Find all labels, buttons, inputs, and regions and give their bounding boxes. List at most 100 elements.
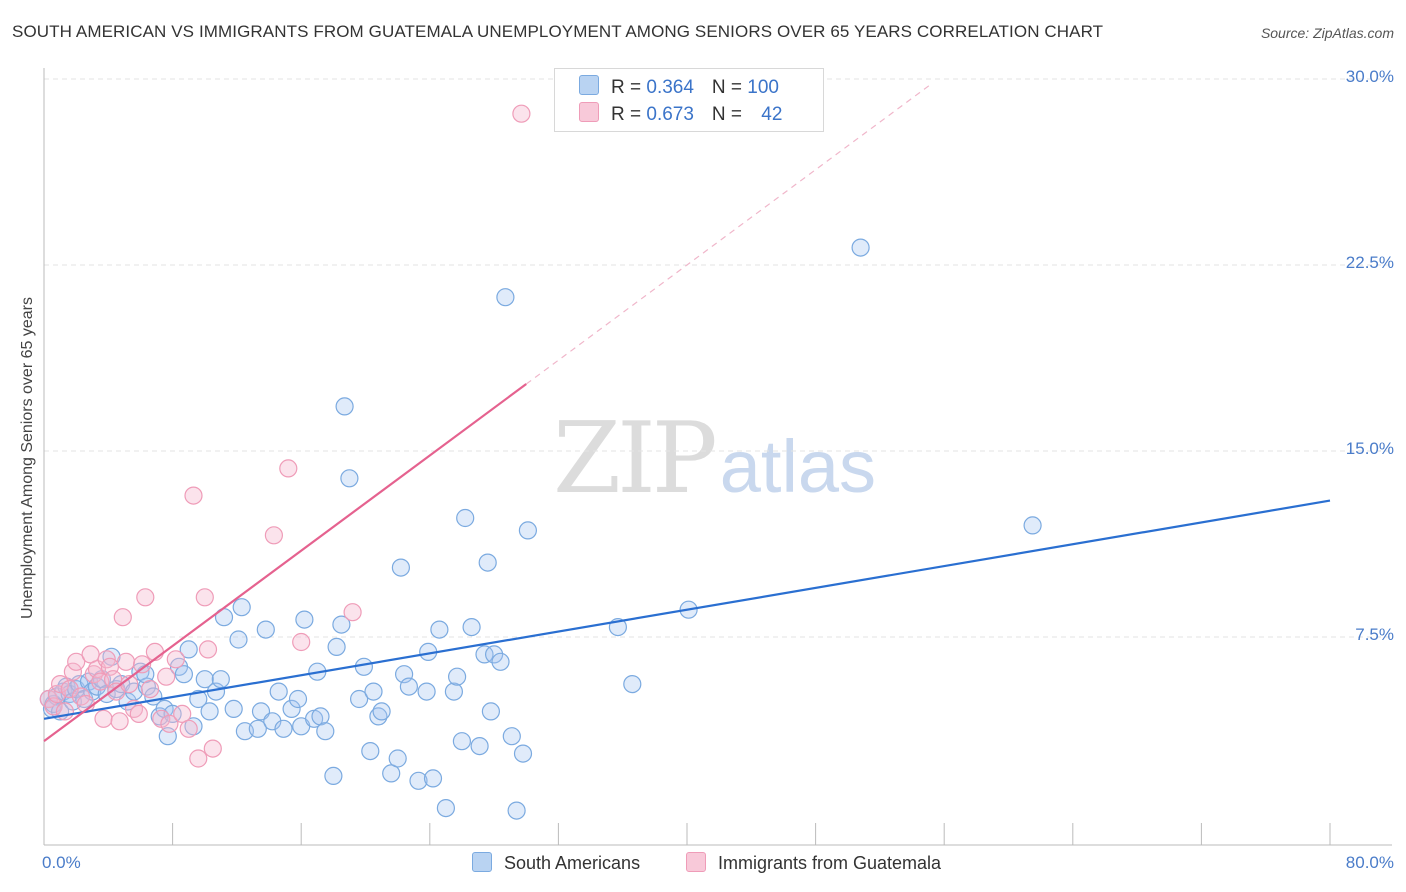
south-americans-point (335, 397, 354, 416)
x-tick-label-max: 80.0% (1345, 853, 1394, 872)
south-americans-point (340, 469, 359, 488)
south-americans-point (282, 699, 301, 719)
guatemala-point (129, 704, 148, 724)
south-americans-point (327, 637, 346, 657)
south-americans-point (496, 288, 515, 307)
series-name-south-americans: South Americans (504, 853, 641, 873)
south-americans-point (382, 764, 401, 783)
watermark-sub: atlas (719, 425, 877, 508)
south-americans-point (288, 689, 308, 709)
guatemala-point (160, 714, 179, 733)
south-americans-point (179, 640, 198, 659)
south-americans-point (423, 769, 443, 788)
legend-row-guatemala: R = 0.673 N = 42 (579, 102, 782, 126)
legend-n-value: 42 (761, 104, 783, 125)
guatemala-point (166, 650, 185, 669)
series-name-guatemala: Immigrants from Guatemala (718, 853, 942, 873)
south-americans-point (485, 645, 504, 664)
south-americans-point (295, 610, 314, 629)
south-americans-point (332, 615, 351, 634)
guatemala-point (279, 459, 298, 478)
series-swatch-south-americans (472, 852, 492, 872)
legend-r-value: 0.673 (646, 104, 694, 125)
guatemala-point (136, 588, 155, 607)
legend-r-label: R = (611, 104, 647, 125)
south-americans-point (456, 508, 475, 528)
series-legend-guatemala: Immigrants from Guatemala (686, 852, 941, 874)
trend-layer (43, 83, 1331, 743)
south-americans-point (851, 238, 870, 257)
south-americans-point (513, 744, 533, 763)
guatemala-point (84, 665, 103, 684)
south-americans-point (388, 749, 407, 768)
south-americans-trend-line (43, 499, 1331, 720)
guatemala-point (116, 652, 136, 671)
south-americans-point (409, 771, 428, 790)
points-layer (39, 104, 1042, 820)
guatemala-point (512, 104, 531, 123)
guatemala-point (173, 704, 192, 724)
south-americans-point (184, 717, 203, 736)
watermark-main: ZIP (553, 402, 718, 516)
y-tick-label: 15.0% (1345, 439, 1394, 458)
guatemala-point (94, 709, 113, 728)
south-americans-point (481, 702, 500, 721)
south-americans-point (224, 699, 243, 719)
south-americans-point (436, 798, 455, 818)
guatemala-point (133, 655, 152, 674)
south-americans-point (462, 617, 481, 637)
south-americans-point (324, 766, 343, 786)
south-americans-point (399, 677, 418, 696)
guatemala-point (195, 588, 214, 607)
south-americans-point (189, 689, 208, 709)
south-americans-point (229, 630, 248, 649)
legend-n-value: 100 (747, 77, 779, 98)
south-americans-point (364, 682, 383, 701)
south-americans-point (163, 704, 182, 724)
y-tick-label: 22.5% (1345, 253, 1394, 272)
chart-title: SOUTH AMERICAN VS IMMIGRANTS FROM GUATEM… (12, 22, 1104, 41)
south-americans-point (174, 665, 193, 684)
axis-layer (43, 68, 1392, 846)
south-americans-point (470, 736, 489, 756)
guatemala-point (292, 632, 311, 652)
south-americans-point (502, 727, 521, 746)
watermark: ZIPatlas (553, 402, 876, 516)
guatemala-point (189, 749, 208, 768)
south-americans-point (417, 682, 436, 701)
guatemala-point (264, 526, 283, 545)
south-americans-point (350, 689, 369, 709)
south-americans-point (369, 707, 388, 726)
y-tick-label: 7.5% (1355, 625, 1394, 644)
y-tick-label: 30.0% (1345, 67, 1394, 86)
south-americans-point (452, 732, 471, 751)
south-americans-point (448, 667, 467, 686)
south-americans-point (507, 801, 526, 820)
guatemala-point (60, 679, 79, 699)
stats-legend: R = 0.364 N = 100 R = 0.673 N = 42 (554, 68, 824, 132)
chart-source: Source: ZipAtlas.com (1260, 25, 1394, 41)
guatemala-point (110, 712, 129, 731)
legend-row-south-americans: R = 0.364 N = 100 (579, 75, 779, 99)
guatemala-point (141, 679, 160, 699)
south-americans-point (478, 553, 497, 572)
south-americans-point (444, 682, 463, 701)
legend-r-label: R = (611, 77, 647, 98)
south-americans-point (1023, 516, 1042, 535)
south-americans-point (391, 558, 410, 577)
legend-r-value: 0.364 (646, 77, 694, 98)
south-americans-point (232, 598, 251, 617)
south-americans-point (623, 674, 642, 694)
x-tick-label-min: 0.0% (42, 853, 81, 872)
guatemala-trend-line (43, 383, 527, 743)
south-americans-point (316, 722, 335, 741)
y-axis-label: Unemployment Among Seniors over 65 years (19, 297, 36, 619)
south-americans-point (491, 652, 510, 671)
south-americans-point (248, 719, 267, 738)
south-americans-point (361, 741, 380, 761)
guatemala-point (343, 603, 362, 622)
legend-swatch-south-americans (579, 75, 599, 95)
south-americans-point (475, 645, 494, 664)
south-americans-point (200, 702, 219, 721)
